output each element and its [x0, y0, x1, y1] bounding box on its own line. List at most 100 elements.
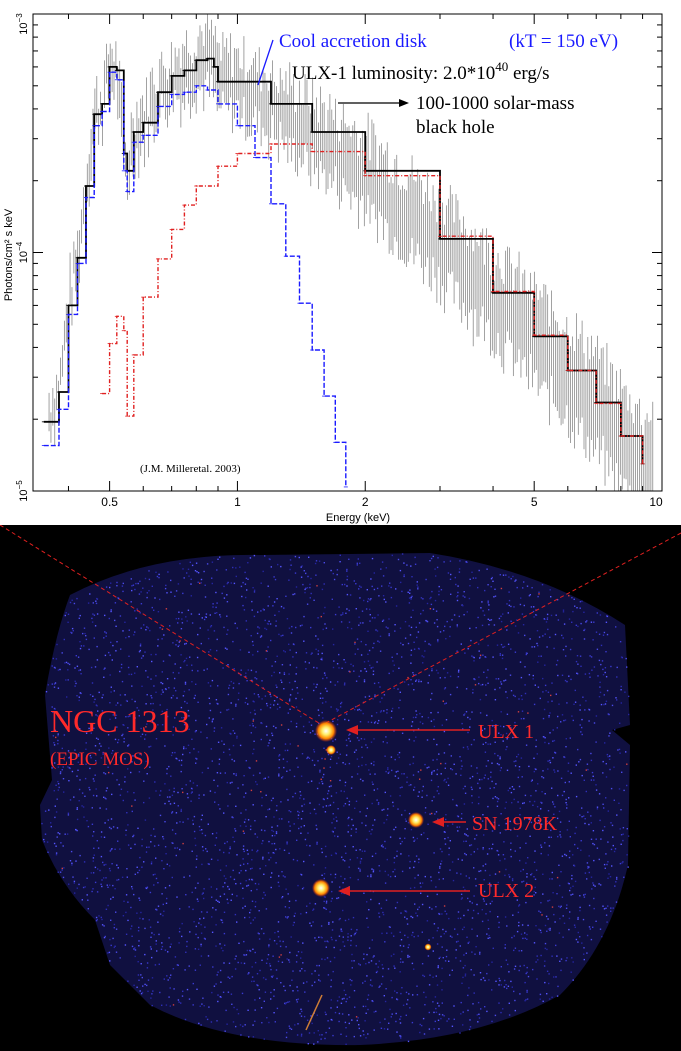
photon-pixel	[194, 948, 197, 950]
photon-pixel	[455, 957, 457, 959]
photon-pixel	[385, 770, 387, 773]
photon-pixel	[397, 770, 399, 772]
photon-pixel	[51, 762, 53, 764]
photon-pixel	[488, 882, 491, 884]
photon-pixel	[525, 901, 527, 904]
photon-pixel	[522, 937, 524, 940]
photon-pixel	[94, 881, 97, 884]
photon-pixel	[365, 670, 368, 673]
photon-pixel	[411, 721, 414, 723]
photon-pixel	[215, 983, 217, 985]
photon-pixel	[340, 790, 342, 792]
ulx2-arrow-head	[338, 886, 350, 896]
photon-pixel	[466, 936, 468, 938]
photon-pixel	[277, 921, 280, 923]
photon-pixel	[265, 978, 267, 981]
photon-pixel	[497, 798, 500, 800]
photon-pixel	[336, 762, 338, 765]
photon-pixel	[437, 966, 439, 969]
photon-pixel	[582, 918, 585, 921]
photon-pixel	[146, 773, 148, 775]
photon-pixel	[185, 894, 187, 896]
photon-pixel	[340, 1002, 343, 1004]
photon-pixel	[144, 983, 146, 986]
photon-pixel	[325, 1031, 327, 1034]
photon-pixel	[187, 568, 190, 570]
photon-pixel	[395, 1020, 397, 1023]
photon-pixel	[422, 722, 424, 725]
photon-pixel	[403, 574, 405, 576]
photon-pixel	[353, 934, 356, 936]
photon-pixel	[89, 767, 91, 770]
photon-pixel	[192, 782, 195, 784]
photon-pixel	[355, 749, 357, 751]
photon-pixel	[438, 585, 440, 588]
photon-pixel	[417, 795, 419, 797]
photon-pixel	[201, 771, 204, 774]
photon-pixel	[182, 791, 184, 794]
photon-pixel	[295, 722, 298, 725]
photon-pixel	[77, 608, 79, 610]
photon-pixel	[235, 883, 237, 885]
photon-pixel	[424, 807, 427, 809]
photon-pixel	[134, 947, 136, 949]
photon-pixel	[128, 629, 130, 631]
photon-pixel	[401, 732, 404, 734]
photon-pixel	[498, 921, 500, 924]
photon-pixel	[206, 563, 209, 565]
photon-pixel	[453, 614, 456, 616]
photon-pixel	[395, 588, 397, 590]
photon-pixel	[408, 602, 411, 604]
photon-pixel	[267, 776, 270, 778]
photon-pixel	[533, 757, 535, 759]
photon-pixel	[91, 890, 93, 893]
photon-pixel	[368, 961, 370, 964]
photon-pixel	[415, 716, 417, 719]
photon-pixel	[311, 973, 313, 975]
photon-pixel	[289, 1027, 291, 1029]
photon-pixel	[491, 576, 493, 579]
photon-pixel	[441, 967, 443, 970]
photon-pixel	[223, 585, 225, 588]
photon-pixel	[359, 868, 361, 871]
photon-pixel	[497, 881, 499, 884]
photon-pixel	[372, 670, 375, 672]
photon-pixel	[385, 818, 388, 821]
photon-pixel	[588, 866, 590, 868]
photon-pixel	[447, 784, 450, 786]
photon-pixel	[458, 571, 461, 573]
photon-pixel	[511, 986, 513, 988]
photon-pixel	[561, 634, 563, 637]
photon-pixel	[557, 985, 559, 988]
photon-pixel	[314, 970, 316, 972]
photon-pixel	[390, 932, 393, 934]
photon-pixel	[262, 858, 264, 860]
photon-pixel	[534, 684, 536, 686]
photon-pixel	[408, 944, 410, 946]
photon-pixel	[270, 975, 273, 978]
y-tick-base: 10	[18, 489, 30, 501]
photon-pixel	[232, 816, 234, 819]
photon-pixel	[488, 964, 490, 966]
photon-pixel	[575, 938, 578, 941]
photon-pixel	[130, 771, 132, 774]
photon-pixel	[188, 906, 190, 908]
photon-pixel	[207, 682, 210, 684]
photon-pixel	[464, 785, 466, 788]
photon-pixel	[154, 597, 156, 599]
photon-pixel	[579, 895, 581, 897]
photon-pixel	[141, 685, 143, 687]
photon-pixel	[257, 932, 259, 934]
photon-pixel	[336, 573, 338, 576]
photon-pixel	[366, 901, 368, 903]
photon-pixel	[132, 584, 135, 586]
photon-pixel	[221, 740, 223, 742]
photon-pixel	[236, 737, 238, 739]
photon-pixel	[486, 676, 488, 679]
photon-pixel	[211, 577, 213, 579]
photon-pixel	[587, 867, 589, 869]
photon-pixel	[621, 771, 623, 773]
photon-pixel	[260, 582, 262, 584]
photon-pixel	[444, 767, 446, 769]
photon-pixel	[185, 784, 187, 786]
